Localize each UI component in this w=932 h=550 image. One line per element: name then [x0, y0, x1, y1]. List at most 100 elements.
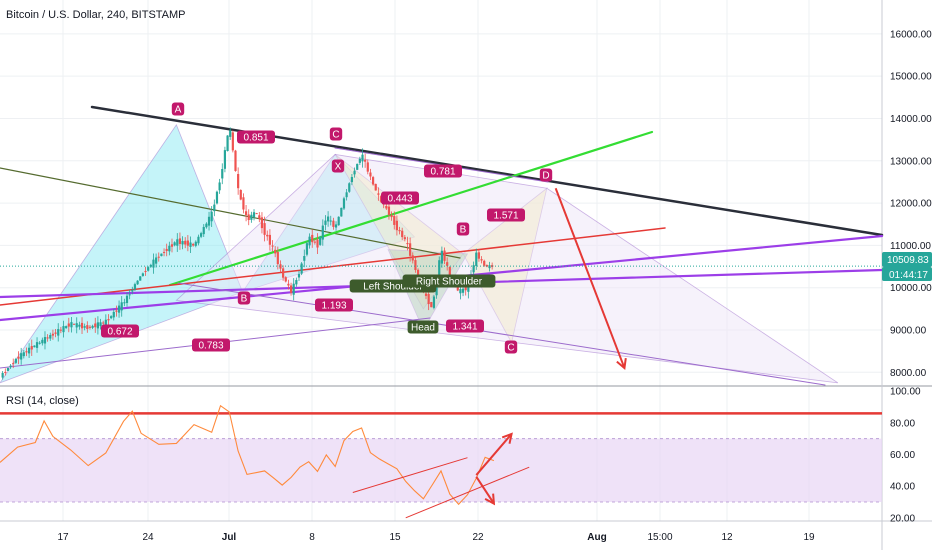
pattern-label-d[interactable]: D [539, 168, 553, 182]
pattern-label-0-783[interactable]: 0.783 [192, 338, 230, 352]
shoulder-label-head[interactable]: Head [407, 320, 439, 334]
candle-body [443, 250, 446, 261]
pattern-label-1-341[interactable]: 1.341 [446, 319, 484, 333]
candle-body [361, 154, 364, 162]
label-text: B [241, 294, 248, 305]
candle-body [438, 260, 441, 282]
candle-body [83, 326, 86, 328]
candle-body [80, 322, 84, 329]
rsi-tick-label: 80.00 [890, 418, 915, 429]
pattern-label-0-443[interactable]: 0.443 [381, 191, 419, 205]
pattern-label-1-571[interactable]: 1.571 [487, 208, 525, 222]
price-tick-label: 16000.00 [890, 29, 932, 40]
candle-body [316, 239, 319, 248]
label-text: A [175, 105, 182, 116]
label-background [192, 338, 230, 352]
price-tick-label: 12000.00 [890, 199, 932, 210]
candle-body [14, 359, 17, 363]
label-background [407, 320, 439, 334]
candle-body [25, 351, 28, 353]
candle-body [54, 332, 57, 334]
candle-body [250, 214, 253, 220]
candle-body [313, 241, 316, 243]
candle-body [477, 252, 481, 259]
candle-body [446, 262, 449, 266]
candle-body [268, 234, 271, 245]
pattern-label-b[interactable]: B [237, 291, 251, 305]
candle-body [6, 367, 10, 371]
candle-body [43, 337, 47, 344]
candle-body [207, 216, 211, 226]
candle-body [38, 342, 41, 344]
candle-body [62, 326, 65, 333]
rsi-wedge-top [352, 457, 468, 493]
label-background [456, 222, 470, 236]
candle-body [308, 236, 311, 246]
candle-body [131, 289, 134, 292]
label-text: 1.341 [452, 322, 477, 333]
candle-body [199, 233, 203, 237]
down-arrow-main-head [616, 358, 627, 371]
countdown-text: 01:44:17 [889, 270, 928, 281]
pattern-label-x[interactable]: X [331, 159, 345, 173]
time-axis[interactable]: 17 24 Jul 8 15 22 Aug 15:00 12 19 [57, 532, 815, 543]
candle-body [364, 159, 367, 162]
price-tick-label: 14000.00 [890, 114, 932, 125]
label-background [237, 130, 275, 144]
candle-body [263, 223, 266, 235]
label-background [402, 274, 496, 288]
candle-body [86, 325, 89, 329]
pattern-label-a[interactable]: A [171, 102, 185, 116]
candle-body [70, 322, 73, 328]
candle-body [247, 214, 250, 221]
label-text: Right Shoulder [416, 277, 483, 288]
candle-body [160, 253, 163, 257]
label-background [315, 298, 353, 312]
candle-body [28, 347, 31, 354]
candle-body [348, 183, 351, 192]
candle-body [414, 260, 417, 271]
candle-body [223, 150, 227, 169]
pattern-label-c[interactable]: C [329, 127, 343, 141]
price-axis[interactable]: 8000.00 9000.00 10000.00 11000.00 12000.00 13… [890, 29, 932, 524]
candle-body [192, 243, 195, 246]
candles [0, 127, 882, 380]
candle-body [401, 230, 404, 238]
candle-body [147, 267, 150, 271]
descending-resistance-line [90, 105, 884, 237]
candle-body [139, 276, 142, 281]
candle-body [1, 373, 4, 378]
candle-body [107, 319, 110, 321]
last-price-text: 10509.83 [887, 255, 929, 266]
candle-body [120, 302, 123, 311]
rsi-plot [0, 404, 882, 519]
pattern-label-c[interactable]: C [504, 340, 518, 354]
candle-body [440, 250, 443, 264]
candle-body [12, 362, 15, 364]
candle-body [226, 135, 229, 152]
candle-body [334, 224, 338, 228]
price-tick-label: 11000.00 [890, 241, 931, 252]
candle-body [197, 236, 200, 244]
pattern-label-0-781[interactable]: 0.781 [424, 164, 462, 178]
candle-body [329, 220, 332, 222]
candle-body [393, 215, 396, 225]
candle-body [46, 337, 49, 339]
pattern-label-0-851[interactable]: 0.851 [237, 130, 275, 144]
candle-body [72, 323, 76, 325]
candle-body [51, 333, 55, 336]
candle-body [67, 323, 70, 327]
thin-channel-bottom [177, 282, 826, 386]
pattern-label-1-193[interactable]: 1.193 [315, 298, 353, 312]
pattern-label-0-672[interactable]: 0.672 [101, 324, 139, 338]
pattern-labels: A B C X B C D 0.851 0.781 0.443 1.571 0.672 1.193 0.7… [101, 102, 553, 354]
arrows [475, 187, 627, 506]
label-text: 1.571 [493, 211, 518, 222]
candle-body [340, 207, 343, 217]
candle-body [91, 325, 94, 328]
candle-body [356, 163, 359, 170]
pattern-label-b[interactable]: B [456, 222, 470, 236]
candle-body [282, 268, 285, 278]
shoulder-label-right-shoulder[interactable]: Right Shoulder [402, 274, 496, 288]
